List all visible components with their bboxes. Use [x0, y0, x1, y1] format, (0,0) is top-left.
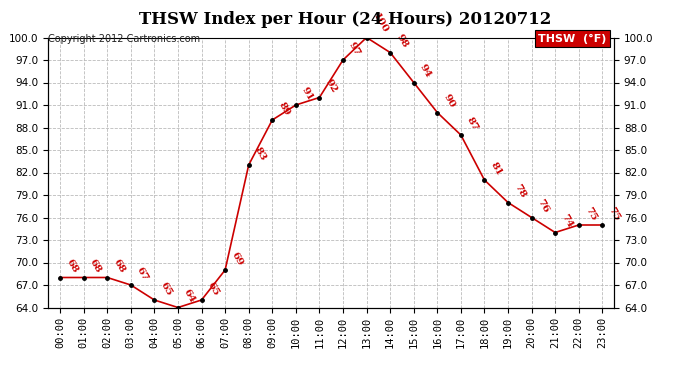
- Text: 100: 100: [371, 11, 389, 35]
- Text: 91: 91: [300, 85, 315, 102]
- Text: THSW Index per Hour (24 Hours) 20120712: THSW Index per Hour (24 Hours) 20120712: [139, 11, 551, 28]
- Text: 68: 68: [88, 258, 103, 275]
- Text: 68: 68: [64, 258, 79, 275]
- Text: 87: 87: [465, 115, 480, 132]
- Text: 65: 65: [206, 280, 221, 297]
- Text: 89: 89: [277, 100, 291, 117]
- Text: 90: 90: [442, 93, 457, 110]
- Text: 83: 83: [253, 146, 268, 162]
- Text: 67: 67: [135, 265, 150, 282]
- Text: 94: 94: [418, 63, 433, 80]
- Text: 78: 78: [512, 183, 527, 200]
- Text: 92: 92: [324, 78, 339, 95]
- Text: 76: 76: [535, 198, 551, 215]
- Text: 64: 64: [182, 288, 197, 305]
- Text: 69: 69: [229, 250, 244, 267]
- Text: THSW  (°F): THSW (°F): [538, 34, 607, 44]
- Text: 65: 65: [159, 280, 174, 297]
- Text: 98: 98: [394, 33, 409, 50]
- Text: 75: 75: [607, 205, 622, 222]
- Text: 74: 74: [560, 213, 574, 230]
- Text: 68: 68: [111, 258, 126, 275]
- Text: 81: 81: [489, 160, 504, 177]
- Text: 97: 97: [347, 40, 362, 57]
- Text: 75: 75: [583, 205, 598, 222]
- Text: Copyright 2012 Cartronics.com: Copyright 2012 Cartronics.com: [48, 34, 200, 44]
